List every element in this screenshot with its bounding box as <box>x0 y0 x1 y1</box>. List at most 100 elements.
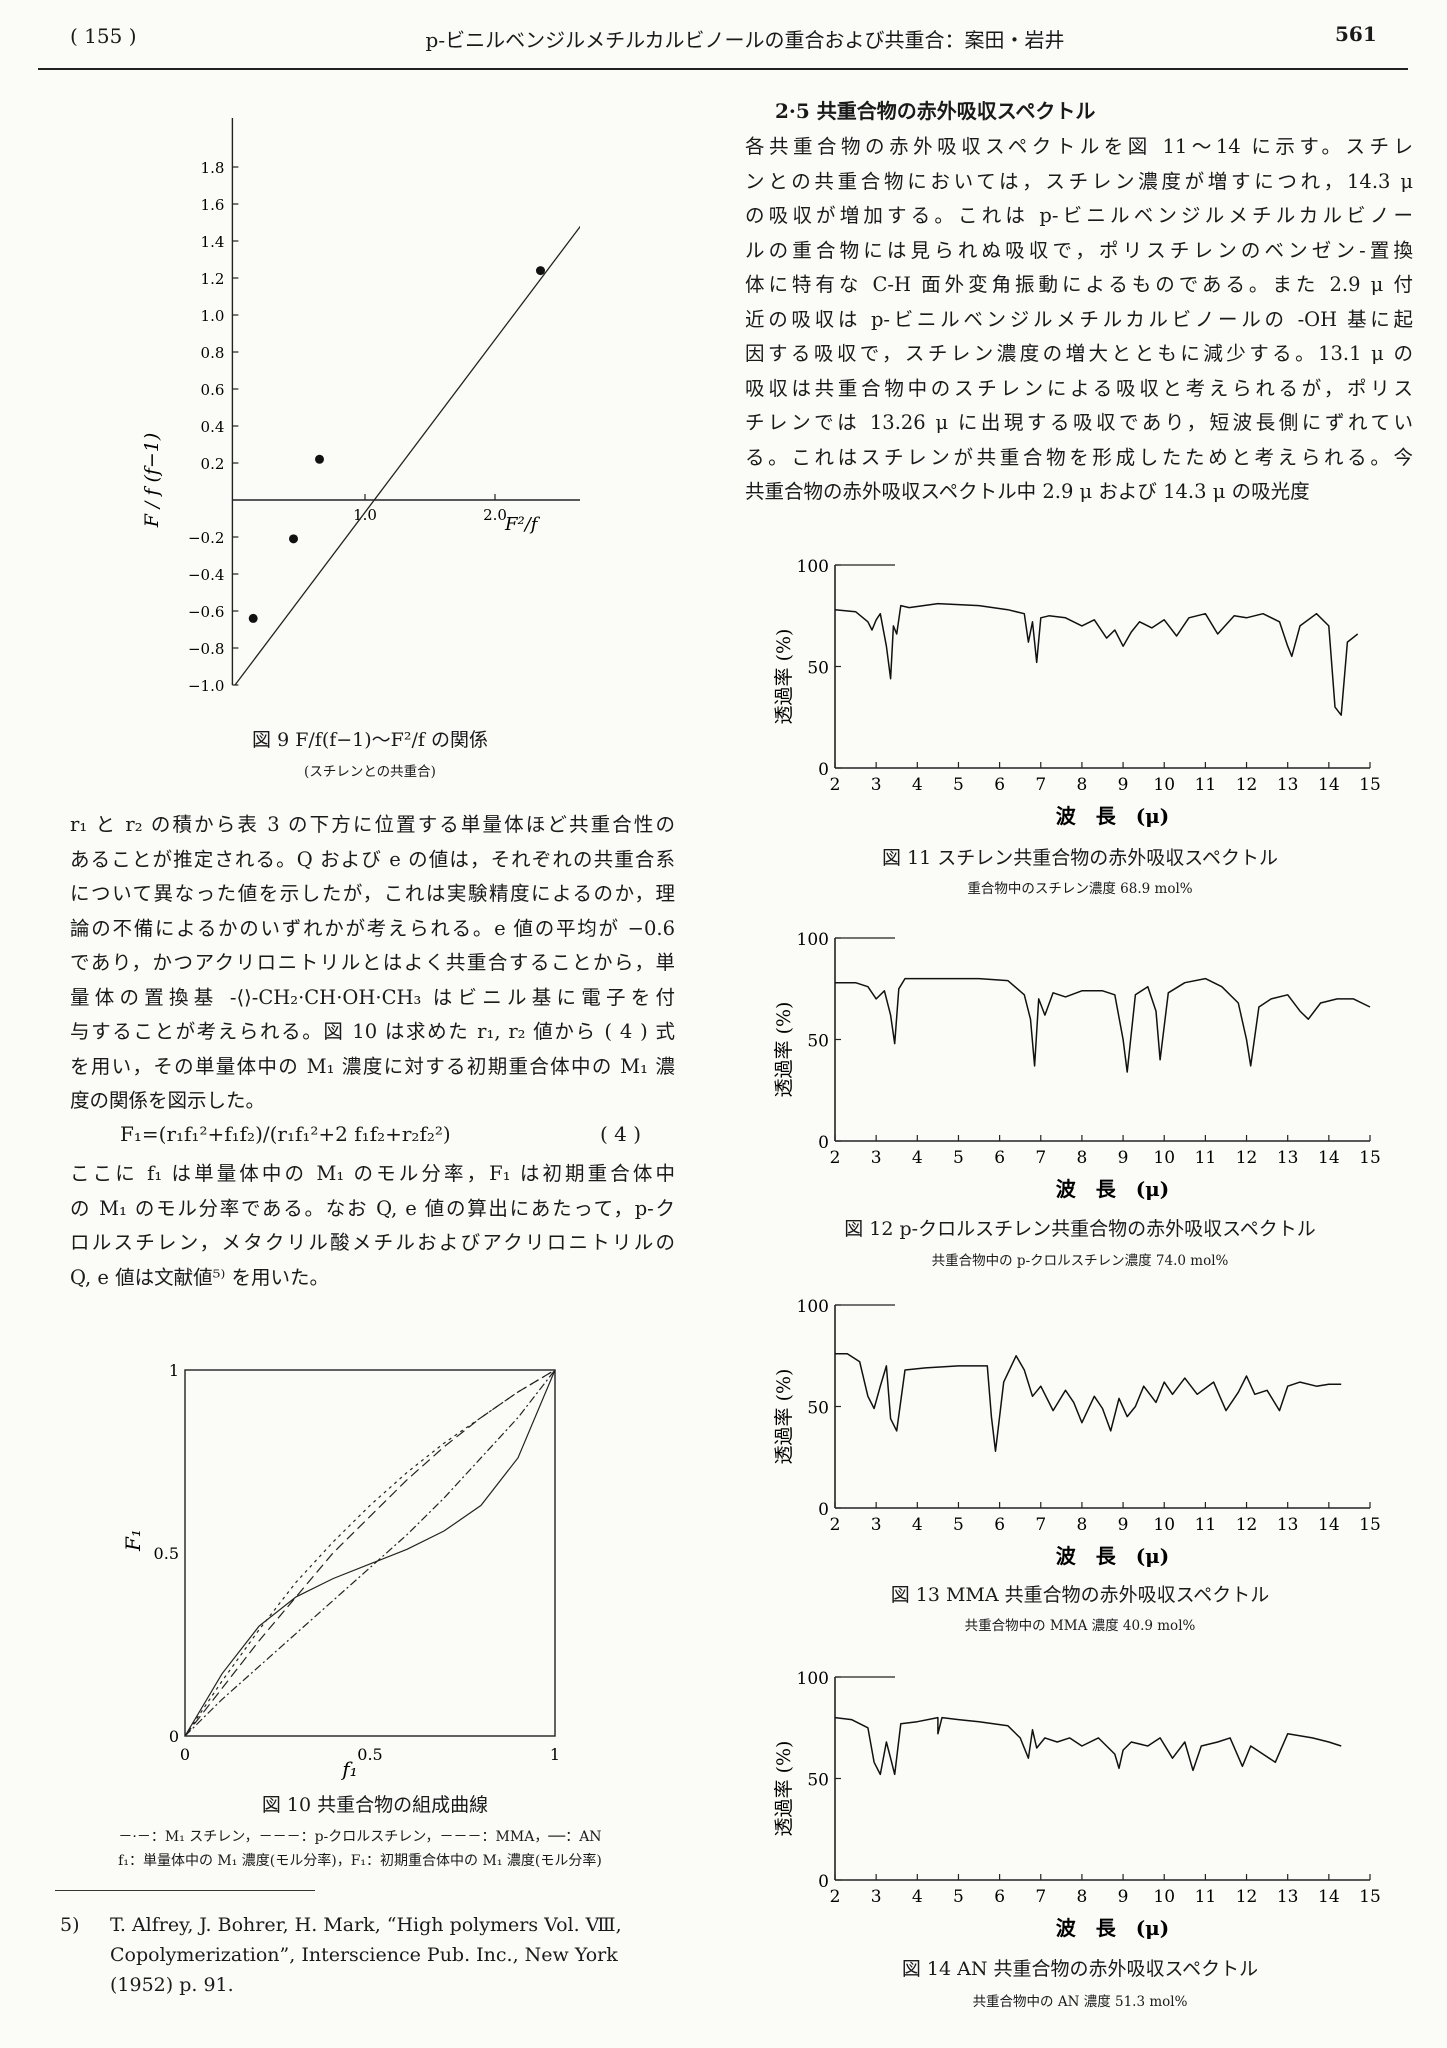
fig13-y-tick-label: 0 <box>818 1500 829 1520</box>
left-text-line: を用い，その単量体中の M₁ 濃度に対する初期重合体中の M₁ 濃 <box>70 1054 675 1078</box>
fig14-x-tick-label: 14 <box>1318 1887 1340 1907</box>
fig11-x-tick-label: 2 <box>830 775 841 795</box>
section-text-line: 共重合物の赤外吸収スペクトル中 2.9 μ および 14.3 μ の吸光度 <box>745 480 1310 503</box>
fig9-y-tick-label: 1.8 <box>201 159 225 177</box>
fig14-x-tick-label: 11 <box>1195 1887 1217 1907</box>
fig14-x-tick-label: 4 <box>912 1887 923 1907</box>
left-text-line: 与することが考えられる。図 10 は求めた r₁, r₂ 値から ( 4 ) 式 <box>70 1020 675 1043</box>
left-text-line: について異なった値を示したが，これは実験精度によるのか，理 <box>70 882 675 905</box>
fig14-subcaption: 共重合物中の AN 濃度 51.3 mol% <box>972 1994 1188 2010</box>
fig10-x-tick-label: 0.5 <box>357 1745 382 1764</box>
fig10-series-line <box>184 1369 556 1737</box>
fig13-y-tick-label: 100 <box>797 1297 829 1317</box>
fig14-x-tick-label: 10 <box>1153 1887 1175 1907</box>
fig11-x-tick-label: 5 <box>953 775 964 795</box>
fig14-x-tick-label: 5 <box>953 1887 964 1907</box>
fig10-note: f₁：単量体中の M₁ 濃度(モル分率)，F₁：初期重合体中の M₁ 濃度(モル… <box>118 1853 602 1869</box>
fig12-x-tick-label: 9 <box>1118 1148 1129 1168</box>
footnote-line: Copolymerization”, Interscience Pub. Inc… <box>110 1944 618 1966</box>
fig11-caption: 図 11 スチレン共重合物の赤外吸収スペクトル <box>882 847 1278 869</box>
fig11-x-label: 波 長 (μ) <box>1056 804 1170 828</box>
section-heading: 2·5 共重合物の赤外吸収スペクトル <box>775 99 1096 123</box>
fig10-axes <box>184 1369 556 1737</box>
fig9-data-point <box>289 534 298 544</box>
fig9-data-point <box>536 266 545 276</box>
fig10-y-label: F₁ <box>121 1529 145 1552</box>
fig14-x-label: 波 長 (μ) <box>1056 1916 1170 1940</box>
running-title: p-ビニルベンジルメチルカルビノールの重合および共重合：案田・岩井 <box>425 28 1065 52</box>
fig14-x-tick-label: 15 <box>1359 1887 1381 1907</box>
fig12-y-tick-label: 0 <box>818 1133 829 1153</box>
fig13-x-label: 波 長 (μ) <box>1056 1544 1170 1568</box>
fig14-x-tick-label: 6 <box>994 1887 1005 1907</box>
fig10-series-line <box>184 1369 556 1737</box>
fig11-x-tick-label: 3 <box>871 775 882 795</box>
fig9-y-tick-label: 0.6 <box>201 381 225 399</box>
fig12-chart: 0 50 100 2 3 4 5 6 7 8 9 10 11 12 13 14 15 透過率 (%) 波 長 (μ) <box>773 930 1381 1201</box>
fig9-data-point <box>248 613 258 623</box>
fig13-x-tick-label: 6 <box>994 1515 1005 1535</box>
footnote-rule <box>55 1890 315 1891</box>
footnote-number: 5) <box>60 1914 80 1936</box>
fig11-x-tick-label: 7 <box>1035 775 1046 795</box>
right-body-text: 各共重合物の赤外吸収スペクトルを図 11〜14 に示す。スチレ ンとの共重合物にお… <box>745 130 1413 510</box>
fig10-frame <box>184 1369 556 1737</box>
fig13-chart: 0 50 100 2 3 4 5 6 7 8 9 10 11 12 13 14 15 透過率 (%) 波 長 (μ) <box>773 1297 1381 1568</box>
fig13-x-tick-label: 2 <box>830 1515 841 1535</box>
fig12-x-tick-label: 7 <box>1035 1148 1046 1168</box>
fig9-chart: 1.8 1.6 1.4 1.2 1.0 0.8 0.6 0.4 0.2 −0.2 −0.4 −0.6 −… <box>141 118 580 695</box>
fig14-chart: 0 50 100 2 3 4 5 6 7 8 9 10 11 12 13 14 15 透過率 (%) 波 長 (μ) <box>773 1669 1381 1940</box>
fig9-axes <box>231 118 580 685</box>
fig10-series-line <box>184 1369 556 1737</box>
fig9-fit-line <box>234 225 580 686</box>
fig11-x-tick-label: 6 <box>994 775 1005 795</box>
fig13-x-tick-label: 4 <box>912 1515 923 1535</box>
section-text-line: 因する吸収で，スチレン濃度の増大とともに減少する。13.1 μ の <box>745 342 1413 365</box>
fig11-x-tick-label: 8 <box>1077 775 1088 795</box>
fig10-x-label: f₁ <box>340 1757 357 1780</box>
fig11-x-tick-label: 10 <box>1153 775 1175 795</box>
left-text-line: であり，かつアクリロニトリルとはよく共重合することから，単 <box>70 951 675 974</box>
fig9-y-tick-label: 0.2 <box>201 455 225 473</box>
fig12-subcaption: 共重合物中の p-クロルスチレン濃度 74.0 mol% <box>931 1253 1229 1269</box>
fig9-y-tick-label: 0.4 <box>201 418 225 436</box>
fig13-x-tick-label: 15 <box>1359 1515 1381 1535</box>
left-text-line: 量体の置換基 -⟨⟩-CH₂·CH·OH·CH₃ はビニル基に電子を付 <box>70 985 675 1009</box>
fig12-x-tick-label: 13 <box>1277 1148 1299 1168</box>
fig12-x-tick-label: 5 <box>953 1148 964 1168</box>
left-text-line: 度の関係を図示した。 <box>70 1089 266 1112</box>
section-text-line: る。これはスチレンが共重合物を形成したためと考えられる。今 <box>745 445 1413 469</box>
fig10-y-tick-label: 1 <box>169 1361 179 1380</box>
fig13-y-label: 透過率 (%) <box>773 1369 795 1465</box>
section-text-line: ンとの共重合物においては，スチレン濃度が増すにつれ，14.3 μ <box>745 169 1413 193</box>
section-text-line: ルの重合物には見られぬ吸収で，ポリスチレンのベンゼン-置換 <box>745 238 1413 262</box>
fig13-x-tick-label: 3 <box>871 1515 882 1535</box>
page-number-left: ( 155 ) <box>70 24 137 48</box>
fig14-x-tick-label: 2 <box>830 1887 841 1907</box>
fig9-ticks: 1.8 1.6 1.4 1.2 1.0 0.8 0.6 0.4 0.2 −0.2 −0.4 −0.6 −… <box>188 159 507 695</box>
fig9-subcaption: (スチレンとの共重合) <box>304 764 436 780</box>
equation-4: F₁=(r₁f₁²+f₁f₂)/(r₁f₁²+2 f₁f₂+r₂f₂²) <box>120 1122 451 1146</box>
page-number-right: 561 <box>1335 22 1377 46</box>
left-text-line: r₁ と r₂ の積から表 3 の下方に位置する単量体ほど共重合性の <box>70 813 675 836</box>
left-text-2-line: の M₁ のモル分率である。なお Q, e 値の算出にあたって，p-ク <box>70 1196 675 1220</box>
section-text-line: 近の吸収は p-ビニルベンジルメチルカルビノールの -OH 基に起 <box>745 307 1413 331</box>
fig13-x-tick-label: 10 <box>1153 1515 1175 1535</box>
fig12-x-tick-label: 4 <box>912 1148 923 1168</box>
fig9-y-tick-label: 1.4 <box>201 233 225 251</box>
fig9-y-tick-label: 1.6 <box>201 196 225 214</box>
fig13-spectrum-line <box>835 1352 1342 1452</box>
fig9-caption: 図 9 F/f(f−1)〜F²/f の関係 <box>252 729 488 751</box>
fig14-x-tick-label: 13 <box>1277 1887 1299 1907</box>
fig13-caption: 図 13 MMA 共重合物の赤外吸収スペクトル <box>890 1584 1270 1606</box>
fig12-x-tick-label: 15 <box>1359 1148 1381 1168</box>
fig11-y-label: 透過率 (%) <box>773 629 795 725</box>
fig13-x-tick-label: 5 <box>953 1515 964 1535</box>
fig14-caption: 図 14 AN 共重合物の赤外吸収スペクトル <box>901 1958 1259 1980</box>
fig12-x-tick-label: 11 <box>1195 1148 1217 1168</box>
left-text-2-line: Q, e 値は文献値⁵⁾ を用いた。 <box>70 1265 329 1289</box>
fig9-marks <box>234 225 580 686</box>
fig10-y-tick-label: 0.5 <box>154 1544 179 1563</box>
fig13-subcaption: 共重合物中の MMA 濃度 40.9 mol% <box>964 1618 1196 1634</box>
fig12-y-tick-label: 50 <box>807 1032 829 1052</box>
